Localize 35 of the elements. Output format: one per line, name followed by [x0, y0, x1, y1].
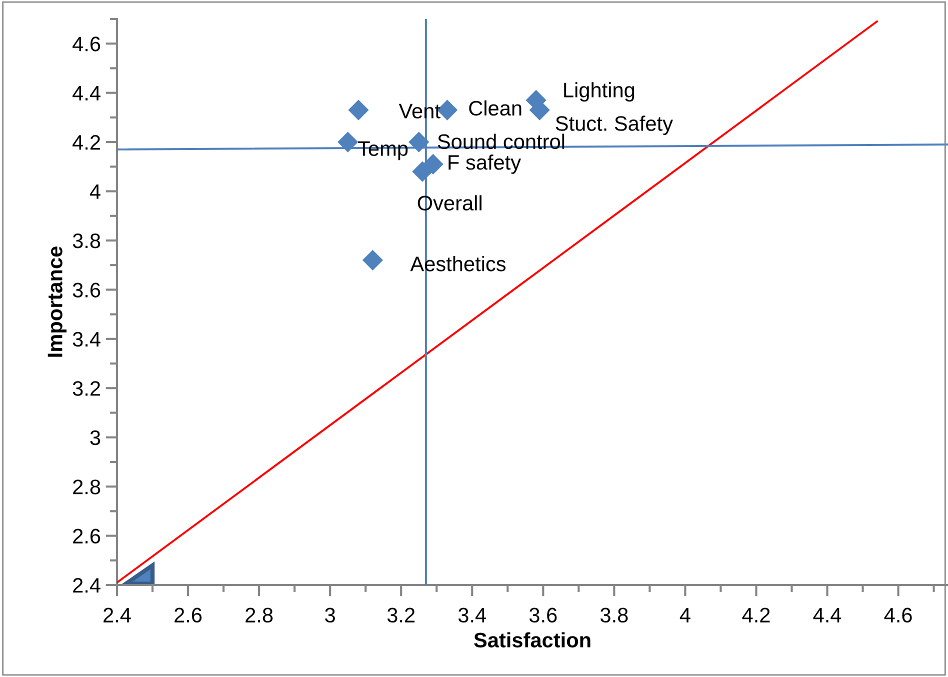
point	[362, 250, 383, 270]
point	[412, 161, 433, 182]
x-tick-label: 2.8	[246, 608, 273, 623]
x-tick-label: 3.6	[529, 608, 557, 623]
x-tick-label: 4	[680, 608, 690, 622]
y-tick-label: 3.8	[72, 233, 100, 248]
annotation: Lighting	[564, 82, 634, 102]
y-tick-label: 4.6	[72, 36, 100, 52]
y-tick-label: 3	[90, 430, 100, 446]
x-tick-label: 2.4	[104, 608, 131, 622]
point	[348, 100, 369, 120]
y-tick-label: 3.6	[72, 282, 100, 298]
y-tick-label: 3.2	[72, 381, 100, 396]
x-tick-label: 3	[325, 608, 335, 623]
x-tick-label: 4.6	[884, 608, 912, 623]
x-tick-label: 3.2	[387, 608, 415, 623]
x-axis-title: Satisfaction	[474, 632, 590, 648]
annotation: F safety	[448, 154, 522, 174]
y-tick-label: 2.4	[73, 578, 100, 593]
annotation: Sound control	[438, 134, 564, 150]
y-tick-label: 4	[90, 184, 100, 199]
point	[408, 132, 430, 152]
x-tick-label: 3.4	[458, 608, 486, 623]
x-tick-label: 4.2	[742, 608, 770, 622]
point	[338, 132, 358, 152]
y-tick-label: 2.6	[73, 528, 100, 544]
y-tick-label: 3.4	[72, 332, 100, 347]
x-tick-label: 3.8	[600, 608, 628, 623]
annotation: Clean	[469, 100, 522, 116]
y-tick-label: 2.8	[73, 480, 100, 494]
y-tick-label: 4.4	[72, 86, 100, 100]
x-tick-label: 2.6	[174, 608, 202, 623]
x-tick-label: 4.4	[813, 608, 842, 622]
y-tick-label: 4.2	[72, 135, 100, 150]
y-axis-title: Importance	[48, 246, 67, 357]
